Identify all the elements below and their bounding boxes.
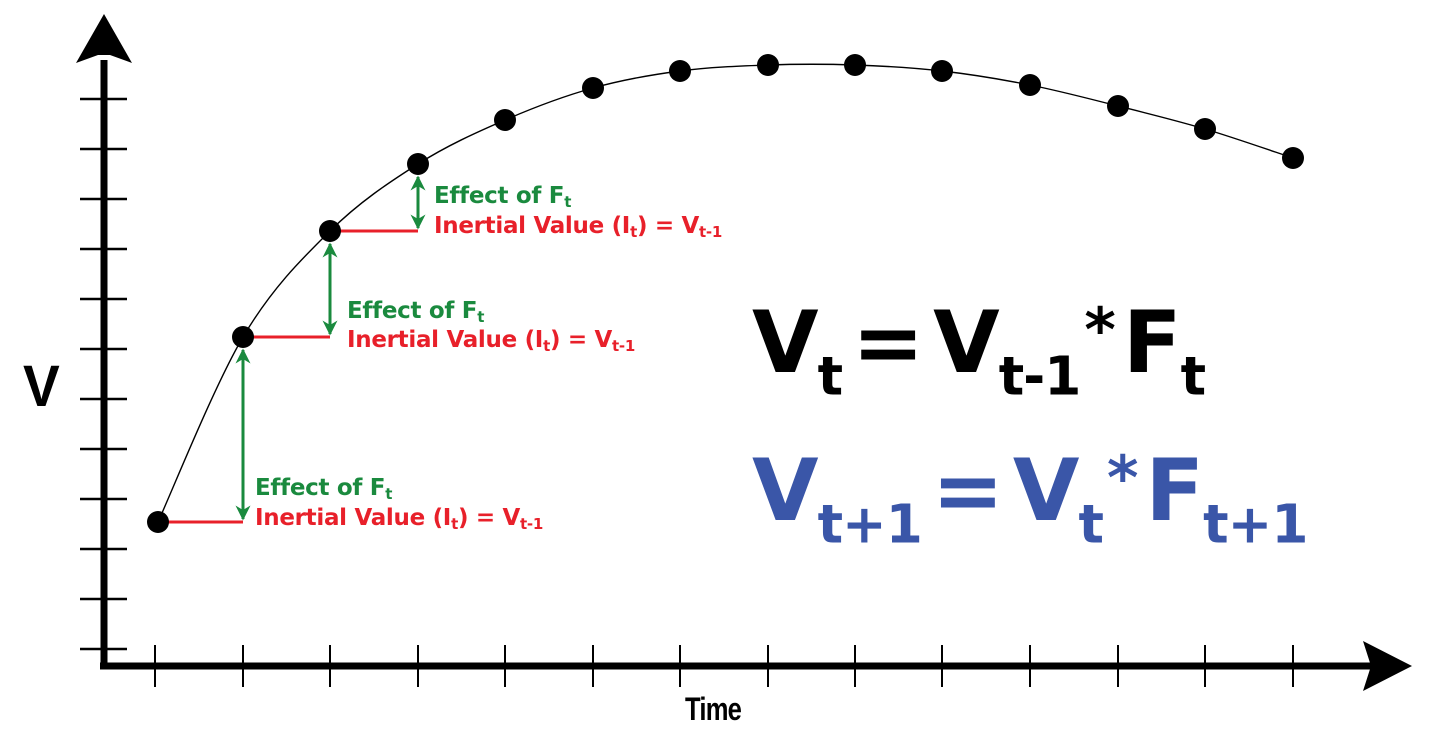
effect-label-2: Effect of Ft	[347, 298, 485, 326]
y-axis	[76, 14, 132, 668]
effect-label-3: Effect of Ft	[434, 183, 572, 211]
y-axis-ticks	[80, 97, 127, 651]
x-axis	[100, 641, 1412, 691]
inertial-label-3: Inertial Value (It) = Vt-1	[434, 213, 722, 241]
equation-current: Vt = Vt-1*Ft	[752, 293, 1206, 408]
equation-next: Vt+1 = Vt*Ft+1	[752, 441, 1308, 556]
data-point	[1019, 74, 1041, 96]
inertial-label-2: Inertial Value (It) = Vt-1	[347, 327, 635, 355]
x-axis-ticks	[154, 645, 1294, 687]
data-point	[1107, 95, 1129, 117]
data-point	[407, 153, 429, 175]
effect-arrows	[235, 175, 426, 521]
data-point	[147, 511, 169, 533]
effect-label-1: Effect of Ft	[255, 475, 393, 503]
data-point	[1194, 118, 1216, 140]
data-point	[1282, 147, 1304, 169]
data-point	[319, 220, 341, 242]
data-point	[494, 109, 516, 131]
y-axis-label: V	[22, 354, 60, 419]
y-axis-arrowhead-icon	[76, 14, 132, 63]
inertial-lines	[158, 229, 418, 524]
x-axis-arrowhead-icon	[1363, 641, 1412, 691]
inertial-label-1: Inertial Value (It) = Vt-1	[255, 505, 543, 533]
data-point	[232, 326, 254, 348]
data-point	[757, 54, 779, 76]
data-point	[844, 54, 866, 76]
data-points	[147, 54, 1304, 533]
x-axis-label: Time	[685, 691, 742, 727]
data-point	[582, 77, 604, 99]
data-point	[931, 60, 953, 82]
data-point	[669, 60, 691, 82]
